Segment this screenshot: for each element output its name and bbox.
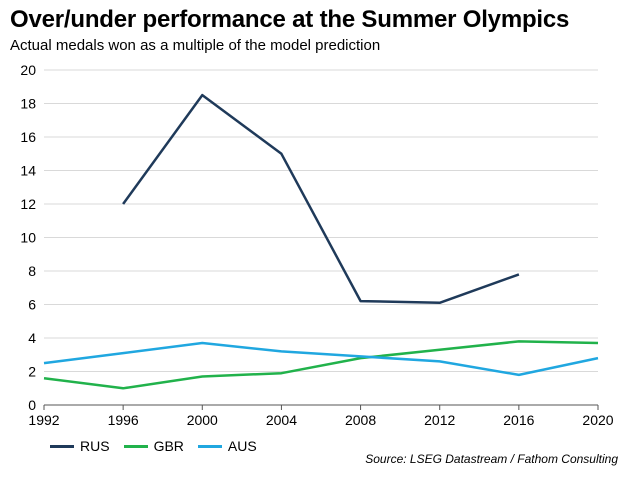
x-tick-label: 2016 xyxy=(503,412,534,428)
x-tick-label: 2012 xyxy=(424,412,455,428)
y-tick-label: 12 xyxy=(20,196,36,212)
x-tick-label: 2020 xyxy=(582,412,613,428)
series-line-gbr xyxy=(43,340,599,390)
legend-swatch xyxy=(197,444,222,448)
y-tick-label: 4 xyxy=(28,330,36,346)
chart-subtitle: Actual medals won as a multiple of the m… xyxy=(10,37,381,54)
legend-swatch xyxy=(123,444,148,448)
y-tick-label: 8 xyxy=(28,263,36,279)
legend-swatch xyxy=(50,444,74,448)
legend-item-aus: AUS xyxy=(197,438,257,454)
legend-label: AUS xyxy=(227,438,257,454)
y-tick-label: 20 xyxy=(20,62,36,78)
legend: RUS GBR AUS xyxy=(50,438,271,454)
axes: 0 2 4 6 8 10 12 14 16 18 20 1992 1996 2000 2004 2008 201… xyxy=(20,62,613,428)
series-lines xyxy=(43,93,599,390)
x-tick-label: 2008 xyxy=(345,412,376,428)
chart-title: Over/under performance at the Summer Oly… xyxy=(10,6,570,33)
y-tick-label: 18 xyxy=(20,96,36,112)
y-tick-label: 0 xyxy=(28,397,36,413)
y-tick-label: 14 xyxy=(20,163,36,179)
legend-item-rus: RUS xyxy=(50,438,110,454)
series-line-aus xyxy=(43,341,599,377)
x-tick-label: 2004 xyxy=(266,412,297,428)
x-tick-label: 1992 xyxy=(28,412,59,428)
source-note: Source: LSEG Datastream / Fathom Consult… xyxy=(365,452,618,466)
legend-label: RUS xyxy=(80,438,110,454)
legend-label: GBR xyxy=(153,438,184,454)
legend-item-gbr: GBR xyxy=(123,438,184,454)
y-tick-label: 16 xyxy=(20,129,36,145)
y-tick-label: 6 xyxy=(28,297,36,313)
y-tick-label: 10 xyxy=(20,230,36,246)
y-tick-label: 2 xyxy=(28,364,36,380)
x-tick-label: 1996 xyxy=(108,412,139,428)
series-line-rus xyxy=(122,93,520,305)
gridlines xyxy=(44,69,598,372)
x-tick-label: 2000 xyxy=(187,412,218,428)
